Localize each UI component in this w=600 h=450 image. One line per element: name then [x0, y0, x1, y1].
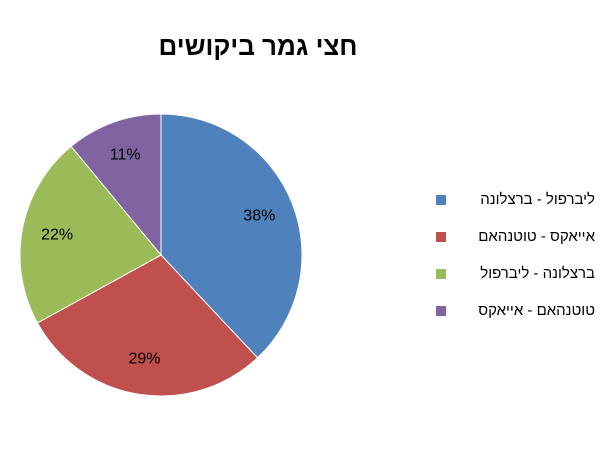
legend-label: אייאקס - טוטנהאם	[478, 228, 595, 245]
pie-slice	[19, 145, 162, 324]
chart-title: חצי גמר ביקושים	[159, 31, 358, 61]
legend-swatch	[436, 232, 446, 242]
value-label: 22%	[41, 226, 73, 243]
value-label: 29%	[128, 351, 160, 368]
legend-swatch	[436, 195, 446, 205]
value-label: 11%	[110, 147, 141, 164]
legend-swatch	[436, 306, 446, 316]
legend-swatch	[436, 269, 446, 279]
legend-label: טוטנהאם - אייאקס	[478, 302, 595, 319]
value-label: 38%	[243, 207, 275, 224]
pie-slice	[70, 113, 162, 257]
pie-slice	[160, 113, 303, 359]
legend-label: ברצלונה - ליברפול	[480, 265, 595, 282]
legend-label: ליברפול - ברצלונה	[480, 191, 595, 208]
pie-slice	[36, 254, 259, 397]
